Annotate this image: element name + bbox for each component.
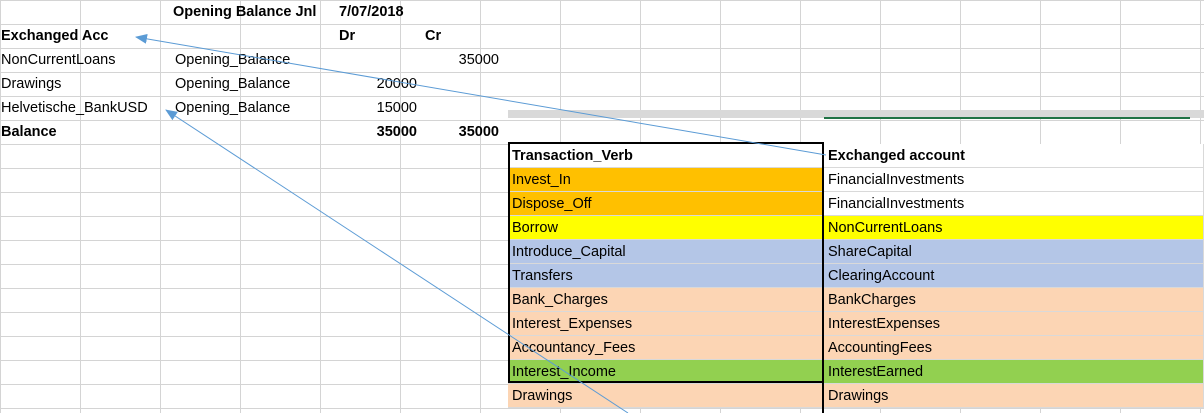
transaction-verb-cell[interactable]: Accountancy_Fees <box>508 336 824 360</box>
account-cell[interactable]: NonCurrentLoans <box>1 52 116 68</box>
exchanged-account-cell[interactable]: Drawings <box>824 384 1204 408</box>
lookup-row: Accountancy_Fees AccountingFees <box>508 336 1204 360</box>
lookup-body: Invest_In FinancialInvestments Dispose_Off… <box>508 168 1204 408</box>
balance-dr-total[interactable]: 35000 <box>376 124 417 140</box>
exchanged-account-cell[interactable]: ShareCapital <box>824 240 1204 264</box>
dr-cell[interactable] <box>338 48 420 72</box>
transaction-verb-cell[interactable]: Interest_Expenses <box>508 312 824 336</box>
exchanged-account-header[interactable]: Exchanged account <box>824 144 1204 168</box>
lookup-row: Dispose_Off FinancialInvestments <box>508 192 1204 216</box>
transaction-verb-cell[interactable]: Invest_In <box>508 168 824 192</box>
lookup-header-row: Transaction_Verb Exchanged account <box>508 144 1204 168</box>
exchanged-account-cell[interactable]: FinancialInvestments <box>824 168 1204 192</box>
transaction-verb-cell[interactable]: Transfers <box>508 264 824 288</box>
exchanged-account-cell[interactable]: ClearingAccount <box>824 264 1204 288</box>
pasted-image-header-band <box>508 110 1204 118</box>
lookup-row: Drawings Drawings <box>508 384 1204 408</box>
transaction-verb-cell[interactable]: Borrow <box>508 216 824 240</box>
account-cell[interactable]: Drawings <box>1 76 62 92</box>
cr-cell[interactable] <box>420 96 502 120</box>
transaction-verb-header[interactable]: Transaction_Verb <box>508 144 824 168</box>
lookup-row: Introduce_Capital ShareCapital <box>508 240 1204 264</box>
lookup-row: Interest_Income InterestEarned <box>508 360 1204 384</box>
description-cell[interactable]: Opening_Balance <box>175 76 291 92</box>
transaction-verb-cell[interactable]: Bank_Charges <box>508 288 824 312</box>
transaction-verb-cell[interactable]: Introduce_Capital <box>508 240 824 264</box>
exchanged-account-cell[interactable]: FinancialInvestments <box>824 192 1204 216</box>
dr-heading[interactable]: Dr <box>339 28 356 44</box>
transaction-verb-cell[interactable]: Drawings <box>508 384 824 408</box>
balance-label[interactable]: Balance <box>1 124 57 140</box>
dr-cell[interactable]: 15000 <box>376 100 417 116</box>
description-cell[interactable]: Opening_Balance <box>175 52 291 68</box>
dr-cell[interactable]: 20000 <box>376 76 417 92</box>
lookup-row: Transfers ClearingAccount <box>508 264 1204 288</box>
transaction-verb-cell[interactable]: Dispose_Off <box>508 192 824 216</box>
exchanged-account-cell[interactable]: NonCurrentLoans <box>824 216 1204 240</box>
cr-cell[interactable] <box>420 72 502 96</box>
exchanged-account-cell[interactable]: InterestEarned <box>824 360 1204 384</box>
exchanged-account-cell[interactable]: AccountingFees <box>824 336 1204 360</box>
balance-cr-total[interactable]: 35000 <box>458 124 499 140</box>
cr-cell[interactable]: 35000 <box>458 52 499 68</box>
journal-title-cell[interactable]: Opening Balance Jnl <box>173 4 317 20</box>
lookup-row: Borrow NonCurrentLoans <box>508 216 1204 240</box>
journal-date-cell[interactable]: 7/07/2018 <box>339 4 404 20</box>
description-cell[interactable]: Opening_Balance <box>175 100 291 116</box>
lookup-row: Bank_Charges BankCharges <box>508 288 1204 312</box>
cr-heading[interactable]: Cr <box>425 28 442 44</box>
lookup-row: Invest_In FinancialInvestments <box>508 168 1204 192</box>
column-selection-indicator <box>824 117 1190 119</box>
lookup-row: Interest_Expenses InterestExpenses <box>508 312 1204 336</box>
exchanged-account-cell[interactable]: InterestExpenses <box>824 312 1204 336</box>
verb-account-lookup-table: Transaction_Verb Exchanged account Inves… <box>508 144 1204 408</box>
exchanged-acc-heading[interactable]: Exchanged Acc <box>1 28 109 44</box>
exchanged-account-cell[interactable]: BankCharges <box>824 288 1204 312</box>
account-cell[interactable]: Helvetische_BankUSD <box>1 100 148 116</box>
transaction-verb-cell[interactable]: Interest_Income <box>508 360 824 384</box>
